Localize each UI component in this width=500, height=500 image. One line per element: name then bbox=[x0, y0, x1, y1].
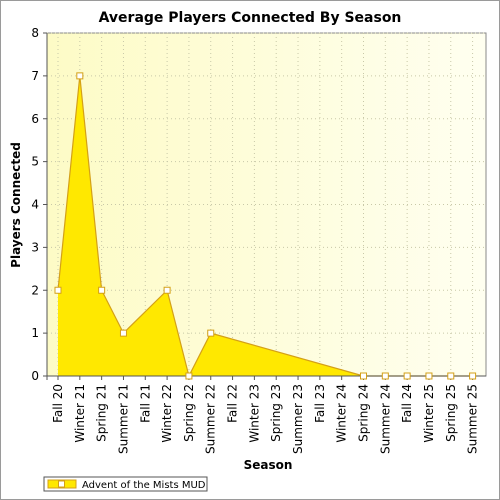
y-tick-label: 5 bbox=[31, 155, 39, 169]
x-tick-label: Winter 21 bbox=[73, 384, 87, 443]
y-tick-label: 8 bbox=[31, 26, 39, 40]
chart-title: Average Players Connected By Season bbox=[99, 10, 402, 26]
y-tick-label: 6 bbox=[31, 112, 39, 126]
x-tick-label: Summer 25 bbox=[466, 384, 480, 454]
x-tick-label: Winter 22 bbox=[160, 384, 174, 443]
x-tick-label: Spring 21 bbox=[95, 384, 109, 442]
x-axis-title: Season bbox=[244, 458, 293, 472]
data-point-marker bbox=[425, 372, 433, 380]
y-tick-label: 3 bbox=[31, 240, 39, 254]
data-point-marker bbox=[163, 286, 171, 294]
x-tick-label: Summer 22 bbox=[204, 384, 218, 454]
x-tick-label: Fall 22 bbox=[226, 384, 240, 423]
x-tick-label: Summer 21 bbox=[116, 384, 130, 454]
y-tick-label: 1 bbox=[31, 326, 39, 340]
data-point-marker bbox=[381, 372, 389, 380]
x-tick-label: Fall 24 bbox=[400, 384, 414, 423]
y-tick-labels: 0 1 2 3 4 5 6 7 8 bbox=[31, 26, 39, 383]
x-tick-label: Winter 25 bbox=[422, 384, 436, 443]
data-point-marker bbox=[98, 286, 106, 294]
legend-marker bbox=[58, 480, 65, 488]
legend: Advent of the Mists MUD bbox=[43, 476, 208, 492]
x-tick-label: Fall 23 bbox=[313, 384, 327, 423]
x-tick-label: Spring 22 bbox=[182, 384, 196, 442]
x-tick-label: Fall 21 bbox=[138, 384, 152, 423]
y-axis-title: Players Connected bbox=[9, 142, 23, 268]
data-point-marker bbox=[119, 329, 127, 337]
series-markers bbox=[54, 72, 477, 380]
x-tick-label: Spring 25 bbox=[444, 384, 458, 442]
data-point-marker bbox=[359, 372, 367, 380]
data-point-marker bbox=[76, 72, 84, 80]
plot-area bbox=[46, 32, 487, 377]
data-point-marker bbox=[403, 372, 411, 380]
y-tick-label: 0 bbox=[31, 369, 39, 383]
x-tick-label: Spring 23 bbox=[269, 384, 283, 442]
data-point-marker bbox=[207, 329, 215, 337]
legend-label: Advent of the Mists MUD bbox=[82, 480, 206, 491]
x-tick-label: Summer 23 bbox=[291, 384, 305, 454]
y-tick-label: 7 bbox=[31, 69, 39, 83]
x-tick-label: Winter 23 bbox=[247, 384, 261, 443]
data-point-marker bbox=[447, 372, 455, 380]
data-point-marker bbox=[185, 372, 193, 380]
x-tick-labels: Fall 20 Winter 21 Spring 21 Summer 21 Fall 2… bbox=[51, 384, 480, 454]
data-point-marker bbox=[54, 286, 62, 294]
x-tick-label: Summer 24 bbox=[378, 384, 392, 454]
x-tick-label: Winter 24 bbox=[335, 384, 349, 443]
y-tick-label: 4 bbox=[31, 198, 39, 212]
y-tick-label: 2 bbox=[31, 283, 39, 297]
x-tick-label: Fall 20 bbox=[51, 384, 65, 423]
data-point-marker bbox=[469, 372, 477, 380]
x-tick-label: Spring 24 bbox=[356, 384, 370, 442]
legend-box bbox=[43, 476, 208, 492]
series-area bbox=[58, 75, 473, 376]
